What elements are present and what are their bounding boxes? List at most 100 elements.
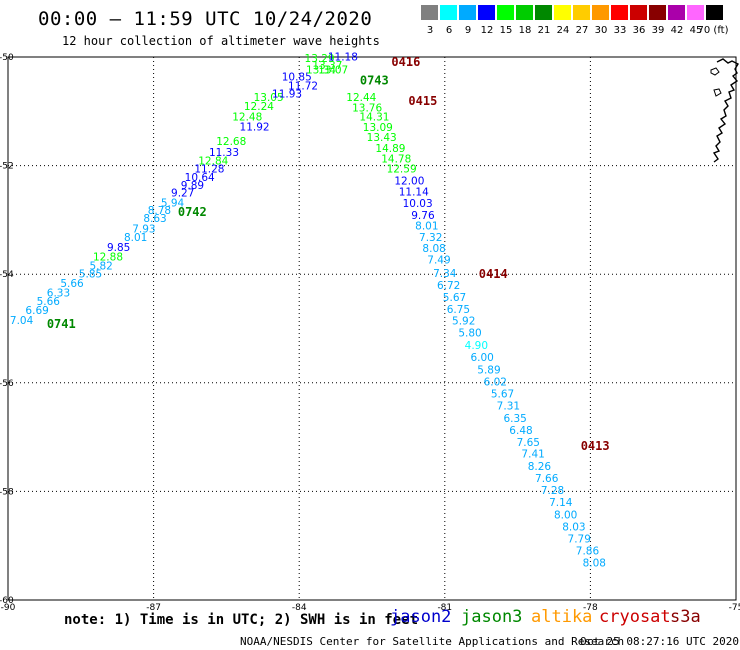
- x-tick-label: -90: [1, 603, 16, 613]
- wave-height-value: 6.00: [470, 352, 493, 364]
- wave-height-value: 8.01: [124, 232, 147, 244]
- wave-height-value: 11.33: [209, 147, 239, 159]
- wave-height-value: 13.43: [367, 132, 397, 144]
- wave-height-value: 9.89: [181, 180, 204, 192]
- wave-height-value: 13.76: [352, 102, 382, 114]
- wave-height-value: 5.66: [37, 296, 61, 308]
- wave-height-value: 11.92: [240, 121, 270, 133]
- footer-note: note: 1) Time is in UTC; 2) SWH is in fe…: [64, 612, 419, 628]
- altimeter-tracks: 7.046.695.666.335.665.855.8212.889.858.0…: [10, 51, 610, 569]
- wave-height-value: 14.78: [381, 153, 411, 165]
- pass-0415: 12.4413.7614.3113.0913.4314.8914.7812.59…: [346, 92, 446, 255]
- legend-jason3: jason3: [461, 607, 523, 627]
- wave-height-value: 7.41: [521, 449, 544, 461]
- wave-height-value: 11.28: [194, 164, 224, 176]
- wave-height-value: 7.86: [576, 545, 600, 557]
- wave-height-value: 9.85: [107, 242, 130, 254]
- legend-s3a: s3a: [670, 607, 701, 627]
- wave-height-value: 13.05: [254, 92, 284, 104]
- pass-time-label: 0742: [178, 205, 207, 219]
- wave-height-value: 10.64: [185, 172, 215, 184]
- wave-height-value: 12.88: [93, 252, 123, 264]
- wave-height-value: 12.68: [216, 136, 246, 148]
- footer-credit: NOAA/NESDIS Center for Satellite Applica…: [240, 635, 625, 648]
- wave-height-value: 7.28: [541, 485, 564, 497]
- y-tick-label: -54: [0, 270, 14, 280]
- wave-height-value: 14.89: [375, 143, 405, 155]
- pass-0413: 7.418.267.667.287.148.008.037.797.868.08…: [521, 439, 609, 570]
- wave-height-value: 11.18: [328, 51, 358, 63]
- wave-height-value: 7.79: [568, 533, 591, 545]
- scale-swatch: [554, 5, 571, 20]
- scale-label: 33: [613, 25, 627, 36]
- x-tick-label: -81: [437, 603, 452, 613]
- wave-height-value: 6.75: [447, 304, 470, 316]
- scale-swatch: [497, 5, 514, 20]
- wave-height-value: 4.90: [465, 340, 488, 352]
- wave-height-value: 8.63: [143, 213, 166, 225]
- wave-height-value: 12.44: [346, 92, 376, 104]
- wave-height-value: 9.27: [171, 188, 194, 200]
- wave-height-value: 5.66: [60, 278, 84, 290]
- wave-height-value: 12.84: [198, 156, 228, 168]
- coastline-fragment: [710, 58, 739, 163]
- wave-height-value: 6.33: [47, 287, 70, 299]
- pass-time-label: 0743: [360, 73, 389, 87]
- wave-height-value: 12.00: [394, 176, 424, 188]
- wave-height-value: 8.03: [562, 521, 585, 533]
- scale-label: 39: [651, 25, 665, 36]
- scale-label: 12: [480, 25, 494, 36]
- wave-height-value: 5.82: [89, 260, 112, 272]
- wave-height-value: 8.08: [583, 557, 606, 569]
- scale-swatch: [478, 5, 495, 20]
- scale-swatch: [611, 5, 628, 20]
- map-title: 00:00 – 11:59 UTC 10/24/2020: [38, 8, 373, 30]
- scale-swatch: [592, 5, 609, 20]
- wave-height-value: 8.01: [415, 221, 438, 233]
- pass-time-label: 0415: [408, 94, 437, 108]
- wave-height-value: 6.48: [509, 425, 532, 437]
- wave-height-value: 5.89: [477, 365, 500, 377]
- wave-height-value: 7.65: [517, 437, 540, 449]
- wave-height-value: 12.48: [232, 112, 262, 124]
- wave-height-value: 8.00: [554, 510, 577, 522]
- wave-height-value: 8.78: [148, 205, 171, 217]
- pass-time-label: 0413: [581, 439, 610, 453]
- wave-height-value: 8.26: [528, 461, 552, 473]
- wave-height-value: 11.14: [399, 186, 429, 198]
- scale-swatch: [459, 5, 476, 20]
- wave-height-value: 7.31: [497, 400, 520, 412]
- wave-height-value: 13.09: [363, 122, 393, 134]
- scale-label: 30: [594, 25, 608, 36]
- wave-height-value: 11.72: [288, 81, 318, 93]
- wave-height-value: 5.92: [452, 316, 475, 328]
- scale-label: 15: [499, 25, 513, 36]
- wave-height-value: 12.59: [387, 164, 417, 176]
- scale-label: 42: [670, 25, 684, 36]
- pass-0414: 7.497.346.725.676.755.925.804.906.005.89…: [427, 254, 540, 448]
- wave-height-value: 13.29: [305, 53, 335, 65]
- scale-swatch: [649, 5, 666, 20]
- scale-label: 3: [426, 25, 434, 36]
- wave-height-value: 7.34: [433, 268, 457, 280]
- pass-0416: 11.18 0416: [328, 51, 420, 69]
- x-tick-label: -75: [729, 603, 740, 613]
- wave-height-value: 13.07: [318, 64, 348, 76]
- pass-time-label: 0741: [47, 317, 76, 331]
- wave-height-value: 11.93: [272, 89, 302, 101]
- footer-timestamp: Oct 25 08:27:16 UTC 2020: [580, 635, 739, 648]
- y-tick-label: -58: [0, 487, 14, 497]
- scale-swatch: [687, 5, 704, 20]
- wave-height-value: 7.32: [419, 232, 442, 244]
- scale-label: 18: [518, 25, 532, 36]
- wave-height-value: 14.31: [359, 112, 389, 124]
- scale-label: 9: [464, 25, 472, 36]
- wave-height-value: 7.93: [132, 223, 155, 235]
- wave-height-value: 6.69: [25, 305, 48, 317]
- wave-height-value: 7.66: [535, 473, 559, 485]
- scale-swatch: [535, 5, 552, 20]
- axis-tick-labels: -90 -87 -84 -81 -78 -75 -50 -52 -54 -56 -58 -60: [0, 53, 740, 613]
- wave-height-value: 5.67: [443, 292, 466, 304]
- scale-label: 24: [556, 25, 570, 36]
